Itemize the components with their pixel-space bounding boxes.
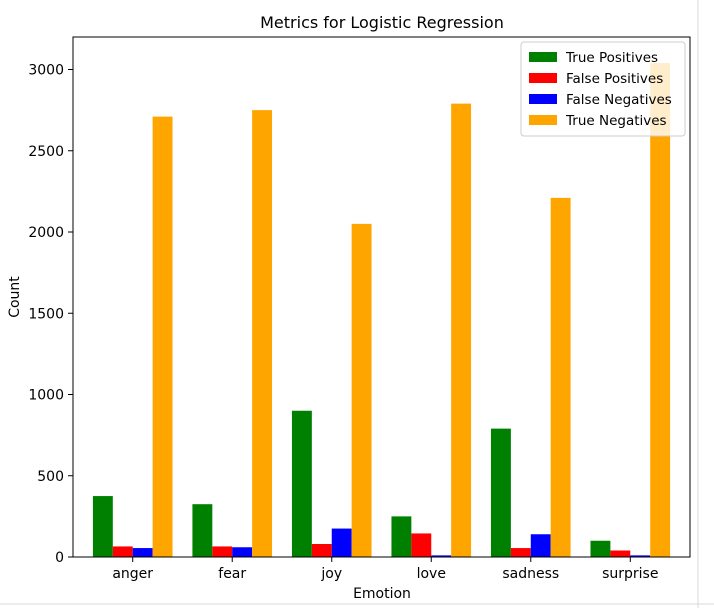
- legend-swatch: [529, 73, 557, 83]
- y-tick-label: 3000: [28, 63, 64, 79]
- x-tick-label: sadness: [502, 566, 559, 582]
- bar: [232, 547, 253, 557]
- plot-frame: [72, 36, 691, 558]
- legend-swatch: [529, 115, 557, 125]
- legend-label: True Positives: [565, 50, 658, 66]
- bar: [610, 550, 631, 557]
- x-axis-label: Emotion: [353, 586, 411, 602]
- y-tick-label: 1000: [28, 388, 64, 404]
- legend-label: True Negatives: [565, 113, 667, 129]
- bar: [291, 410, 312, 557]
- bar: [351, 223, 372, 557]
- bar: [490, 428, 511, 557]
- bar: [212, 546, 233, 557]
- bar: [132, 548, 153, 557]
- bar: [331, 528, 352, 557]
- y-tick-label: 2000: [28, 225, 64, 241]
- x-tick-label: anger: [112, 566, 153, 582]
- chart-title: Metrics for Logistic Regression: [260, 13, 504, 32]
- bar: [112, 546, 133, 557]
- x-axis: anger fear joy love sadness surprise: [112, 557, 658, 582]
- y-axis-label: Count: [7, 276, 23, 318]
- bars-group: [92, 63, 671, 557]
- bar: [510, 548, 531, 557]
- bar: [550, 197, 571, 557]
- bar: [192, 504, 213, 557]
- x-tick-label: fear: [218, 566, 246, 582]
- legend-swatch: [529, 52, 557, 62]
- bar: [530, 534, 551, 557]
- bar: [630, 555, 651, 557]
- x-tick-label: joy: [320, 566, 342, 582]
- bar: [431, 555, 452, 557]
- bar: [92, 496, 113, 557]
- y-tick-label: 0: [55, 550, 64, 566]
- bar: [451, 103, 472, 557]
- bar: [590, 540, 611, 557]
- bar: [311, 544, 332, 557]
- legend-swatch: [529, 94, 557, 104]
- x-tick-label: surprise: [602, 566, 658, 582]
- bar: [411, 533, 432, 557]
- bar: [152, 116, 173, 557]
- x-tick-label: love: [417, 566, 446, 582]
- y-axis: 0 500 1000 1500 2000 2500 3000: [28, 63, 73, 566]
- legend-box: [520, 41, 686, 137]
- bar: [252, 110, 273, 557]
- y-tick-label: 1500: [28, 306, 64, 322]
- legend-label: False Positives: [566, 71, 663, 87]
- bar: [650, 63, 671, 557]
- bar: [391, 516, 412, 557]
- legend: True Positives False Positives False Negat…: [520, 41, 686, 137]
- legend-label: False Negatives: [566, 92, 672, 108]
- y-tick-label: 2500: [28, 144, 64, 160]
- y-tick-label: 500: [37, 469, 64, 485]
